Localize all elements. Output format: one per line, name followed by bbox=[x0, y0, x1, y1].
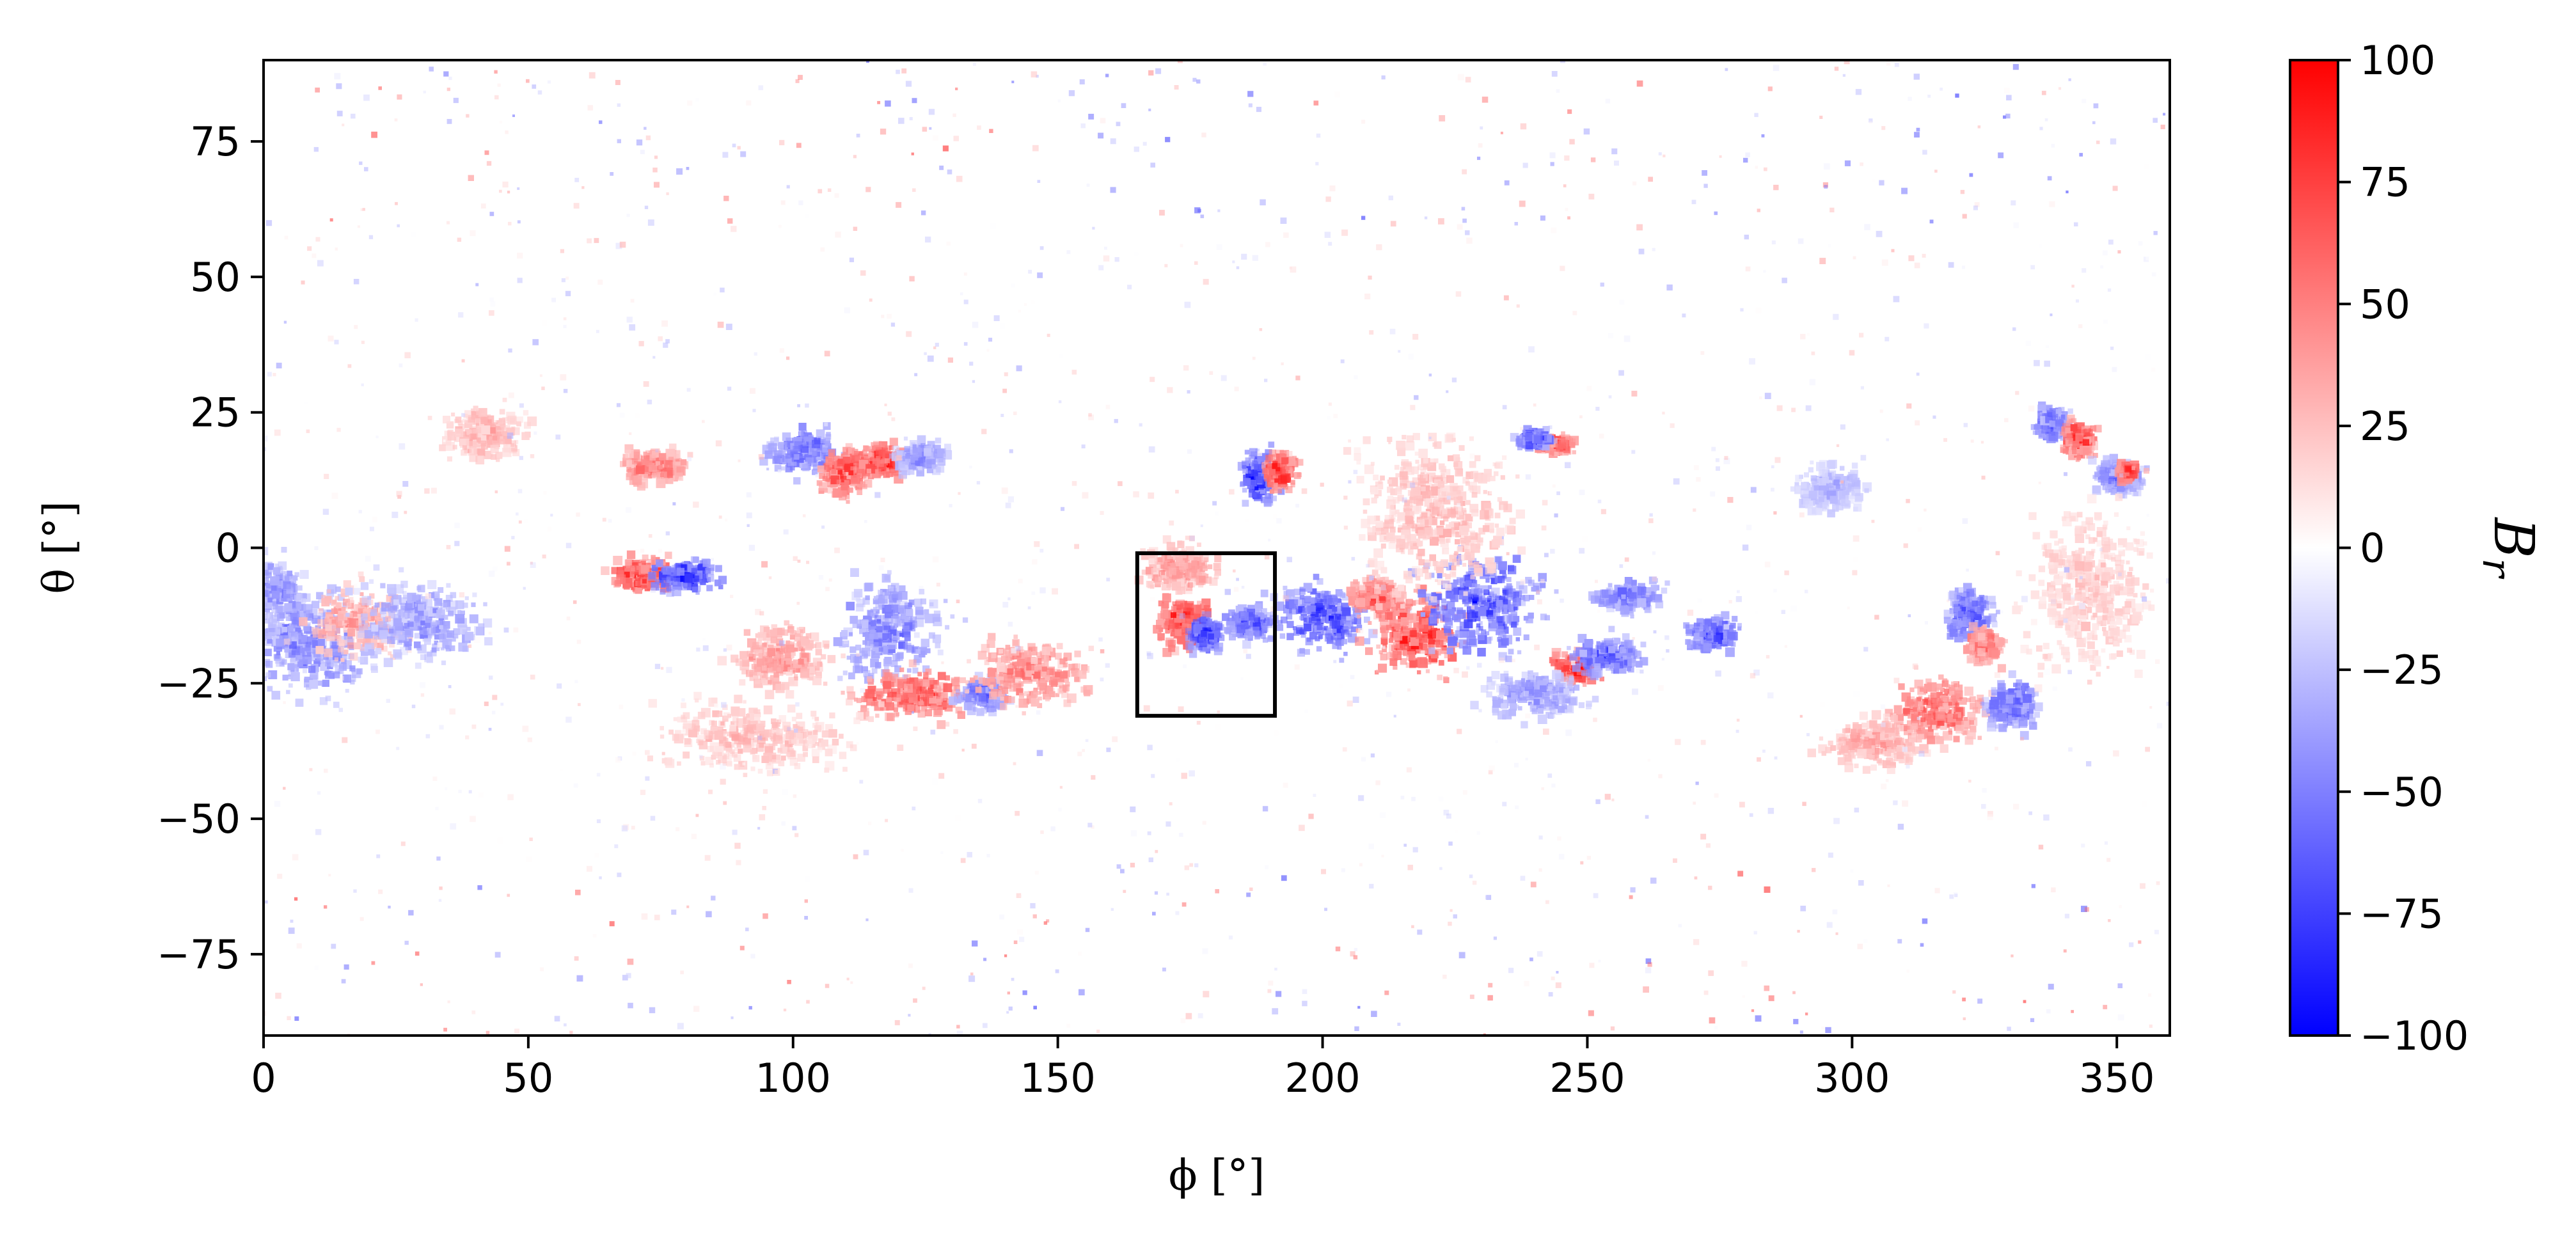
field-region bbox=[645, 691, 874, 777]
y-tick-label: 0 bbox=[216, 525, 241, 572]
field-region bbox=[1790, 459, 1872, 517]
y-tick-label: 75 bbox=[190, 118, 241, 165]
field-region bbox=[1153, 593, 1214, 658]
y-tick-label: −25 bbox=[157, 660, 241, 707]
colorbar-tick-label: −75 bbox=[2360, 890, 2444, 937]
y-tick-label: 50 bbox=[190, 254, 241, 301]
colorbar-gradient bbox=[2289, 59, 2339, 1037]
colorbar-label: Br bbox=[2474, 517, 2545, 579]
x-tick-label: 350 bbox=[2079, 1055, 2154, 1101]
field-region bbox=[889, 435, 952, 479]
field-region bbox=[833, 568, 955, 702]
field-region bbox=[841, 659, 979, 729]
field-region bbox=[1683, 611, 1742, 658]
annotation-box bbox=[1135, 551, 1277, 718]
x-tick-label: 150 bbox=[1020, 1055, 1095, 1101]
field-region bbox=[345, 567, 509, 673]
x-tick-label: 100 bbox=[755, 1055, 831, 1101]
field-region bbox=[1185, 611, 1225, 658]
field-region bbox=[1807, 711, 1936, 775]
x-axis-label: ϕ [°] bbox=[1169, 1151, 1265, 1200]
field-region bbox=[1355, 584, 1469, 684]
y-tick-label: 25 bbox=[190, 390, 241, 436]
x-tick-label: 200 bbox=[1284, 1055, 1360, 1101]
field-region bbox=[2060, 414, 2102, 462]
field-region bbox=[264, 547, 312, 634]
field-region bbox=[1510, 425, 1558, 452]
field-region bbox=[960, 633, 1105, 716]
colorbar-tick-label: −100 bbox=[2360, 1012, 2469, 1059]
x-axis: 0 50 100 150 200 250 300 350 bbox=[251, 1036, 2154, 1101]
x-tick-label: 250 bbox=[1549, 1055, 1625, 1101]
colorbar-label-main: B bbox=[2481, 517, 2545, 558]
colorbar-tick-label: 25 bbox=[2360, 403, 2410, 450]
field-region bbox=[1134, 535, 1222, 595]
heatmap-layer bbox=[264, 60, 2170, 1036]
x-tick-label: 300 bbox=[1814, 1055, 1890, 1101]
field-region bbox=[1261, 449, 1304, 494]
field-region bbox=[647, 556, 727, 597]
field-region bbox=[1407, 535, 1559, 663]
field-region bbox=[620, 443, 693, 491]
field-region bbox=[1963, 622, 2008, 673]
colorbar-tick-label: −50 bbox=[2360, 769, 2444, 815]
y-axis: −75 −50 −25 0 25 50 75 bbox=[157, 118, 264, 978]
field-region bbox=[1470, 670, 1599, 729]
background-noise bbox=[264, 60, 2170, 1036]
colorbar-tick-label: 50 bbox=[2360, 281, 2410, 327]
field-region bbox=[1980, 670, 2043, 740]
field-region bbox=[1260, 574, 1378, 663]
plot-area bbox=[262, 59, 2171, 1037]
x-tick-label: 50 bbox=[503, 1055, 553, 1101]
colorbar-label-sub: r bbox=[2474, 558, 2520, 579]
field-region bbox=[816, 443, 877, 504]
colorbar-ticks: −100 −75 −50 −25 0 25 50 75 100 bbox=[2338, 37, 2469, 1059]
colorbar-tick-label: −25 bbox=[2360, 647, 2444, 693]
colorbar-tick-label: 75 bbox=[2360, 159, 2410, 206]
colorbar-tick-label: 100 bbox=[2360, 37, 2435, 84]
y-tick-label: −50 bbox=[157, 796, 241, 842]
plot-background bbox=[264, 60, 2170, 1036]
field-region bbox=[1343, 405, 1547, 610]
field-region bbox=[1222, 601, 1284, 649]
y-axis-label: θ [°] bbox=[35, 501, 84, 594]
colorbar: −100 −75 −50 −25 0 25 50 75 100 Br bbox=[2289, 37, 2545, 1059]
colorbar-tick-label: 0 bbox=[2360, 525, 2385, 572]
field-region bbox=[427, 397, 537, 465]
field-region bbox=[1569, 633, 1648, 681]
y-tick-label: −75 bbox=[157, 931, 241, 978]
field-region bbox=[2012, 493, 2155, 693]
field-region bbox=[717, 611, 846, 700]
field-region bbox=[2114, 459, 2140, 486]
field-region bbox=[1943, 583, 2000, 643]
x-tick-label: 0 bbox=[251, 1055, 276, 1101]
